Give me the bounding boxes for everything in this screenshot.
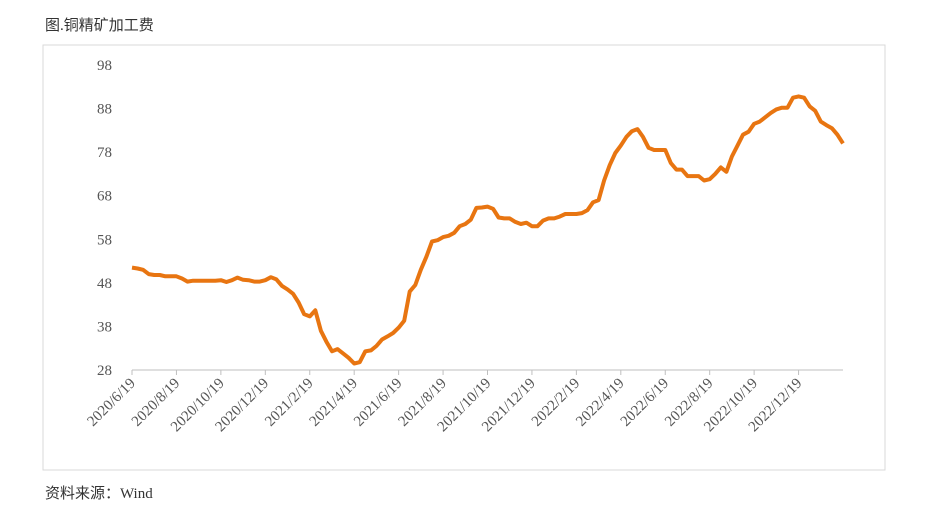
- x-tick-label: 2022/4/19: [573, 376, 627, 430]
- y-tick-label: 48: [97, 276, 112, 292]
- x-tick-label: 2021/2/19: [262, 376, 316, 430]
- y-tick-label: 98: [97, 58, 112, 74]
- data-line: [131, 94, 845, 366]
- x-tick-label: 2022/2/19: [529, 376, 583, 430]
- y-tick-label: 58: [97, 232, 112, 248]
- x-tick-label: 2021/6/19: [351, 376, 405, 430]
- y-tick-label: 88: [97, 102, 112, 118]
- x-tick-label: 2020/6/19: [84, 376, 138, 430]
- x-tick-label: 2021/4/19: [307, 376, 361, 430]
- x-tick-label: 2022/6/19: [618, 376, 672, 430]
- y-tick-label: 38: [97, 319, 112, 335]
- y-tick-label: 68: [97, 189, 112, 205]
- plot-frame: [42, 44, 886, 471]
- y-tick-label: 78: [97, 145, 112, 161]
- source: 资料来源：Wind: [45, 485, 153, 502]
- y-tick-label: 28: [97, 363, 112, 379]
- chart-title: 图.铜精矿加工费: [45, 17, 154, 34]
